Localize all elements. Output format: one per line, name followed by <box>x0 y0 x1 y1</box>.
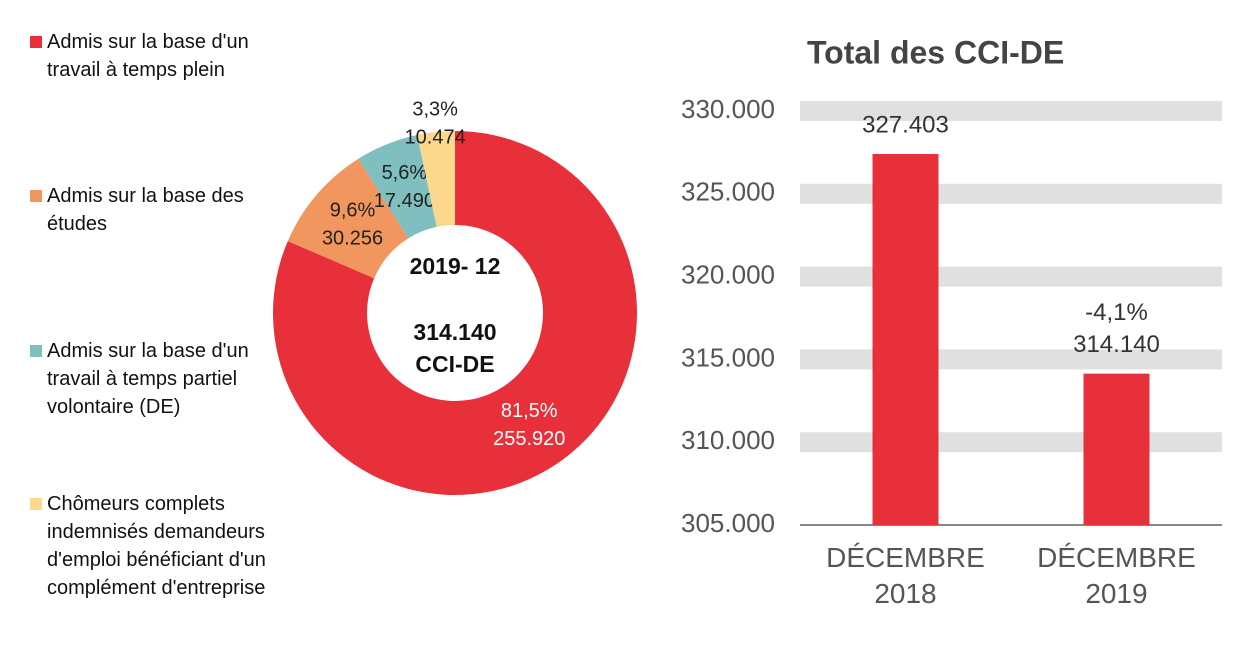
percent-label: 9,6% <box>330 199 376 221</box>
bar <box>872 154 939 525</box>
value-label: 17.490 <box>374 190 435 212</box>
legend-swatch <box>30 190 42 202</box>
chart-title: Total des CCI-DE <box>807 34 1064 70</box>
percent-label: 5,6% <box>382 162 428 184</box>
donut-slice <box>273 131 637 496</box>
y-tick-label: 315.000 <box>681 342 775 372</box>
center-value: 314.140 <box>413 319 496 345</box>
y-tick-label: 305.000 <box>681 508 775 538</box>
legend-swatch <box>30 36 42 48</box>
grid-band <box>800 266 1222 287</box>
percent-label: 3,3% <box>412 98 458 120</box>
grid-band <box>800 183 1222 204</box>
legend-label: Admis sur la base d'un travail à temps p… <box>47 340 249 418</box>
legend-label: Chômeurs complets indemnisés demandeurs … <box>47 493 266 599</box>
value-label: 314.140 <box>1073 331 1160 358</box>
bar <box>1083 373 1150 525</box>
percent-label: 81,5% <box>501 400 558 422</box>
center-title: 2019- 12 <box>410 253 501 279</box>
y-tick-label: 325.000 <box>681 177 775 207</box>
value-label: 327.403 <box>862 111 949 138</box>
legend-swatch <box>30 498 42 510</box>
y-tick-label: 320.000 <box>681 259 775 289</box>
y-tick-label: 330.000 <box>681 94 775 124</box>
legend-label: Admis sur la base des études <box>47 185 244 235</box>
x-tick-label: DÉCEMBRE 2019 <box>1037 542 1196 609</box>
donut-slice <box>358 134 437 239</box>
grid-band <box>800 101 1222 121</box>
donut-slice <box>287 158 409 279</box>
y-tick-label: 310.000 <box>681 425 775 455</box>
legend-swatch <box>30 345 42 357</box>
grid-band <box>800 432 1222 453</box>
value-label: 255.920 <box>493 428 565 450</box>
value-label: 30.256 <box>322 227 383 249</box>
donut-slice <box>417 131 455 227</box>
legend-label: Admis sur la base d'un travail à temps p… <box>47 31 249 81</box>
center-unit: CCI-DE <box>415 351 494 377</box>
value-label: 10.474 <box>405 126 466 148</box>
annotation: -4,1% <box>1085 299 1148 326</box>
x-tick-label: DÉCEMBRE 2018 <box>826 542 985 609</box>
